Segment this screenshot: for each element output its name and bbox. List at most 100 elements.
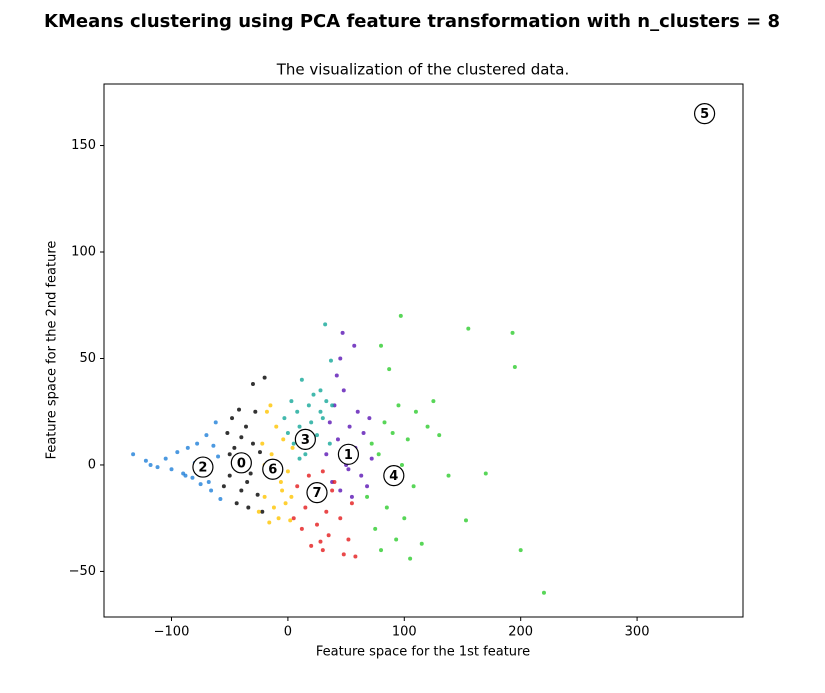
point (264, 409, 269, 414)
point (268, 403, 273, 408)
point (225, 431, 230, 436)
point (369, 441, 374, 446)
point (365, 484, 370, 489)
point (361, 431, 366, 436)
cluster-center (192, 456, 214, 478)
point (394, 537, 399, 542)
point (346, 467, 351, 472)
cluster-center (230, 452, 252, 474)
point (218, 497, 223, 502)
point (303, 452, 308, 457)
point (369, 456, 374, 461)
point (289, 399, 294, 404)
point (463, 518, 468, 523)
point (379, 548, 384, 553)
point (290, 445, 295, 450)
x-tick-label: 300 (625, 625, 650, 640)
cluster-label: 6 (268, 463, 277, 478)
y-tick-label: 0 (88, 457, 96, 472)
point (326, 533, 331, 538)
point (213, 420, 218, 425)
point (295, 409, 300, 414)
point (281, 437, 286, 442)
point (262, 375, 267, 380)
point (303, 505, 308, 510)
chart-title: KMeans clustering using PCA feature tran… (44, 11, 780, 32)
point (411, 484, 416, 489)
point (309, 420, 314, 425)
point (338, 516, 343, 521)
y-tick-label: −50 (69, 564, 96, 579)
point (204, 433, 209, 438)
point (248, 471, 253, 476)
point (367, 416, 372, 421)
point (289, 494, 294, 499)
point (256, 509, 261, 514)
point (320, 548, 325, 553)
y-tick-label: 50 (79, 351, 96, 366)
point (376, 452, 381, 457)
point (382, 420, 387, 425)
plot-frame (103, 83, 744, 618)
point (216, 454, 221, 459)
point (288, 518, 293, 523)
point (234, 501, 239, 506)
cluster-label: 0 (237, 456, 246, 471)
cluster-label: 1 (344, 448, 353, 463)
y-tick-label: 150 (71, 138, 96, 153)
point (267, 520, 272, 525)
point (353, 554, 358, 559)
point (466, 326, 471, 331)
x-tick-label: −100 (154, 625, 190, 640)
point (299, 526, 304, 531)
point (408, 556, 413, 561)
point (255, 492, 260, 497)
point (262, 494, 267, 499)
point (355, 409, 360, 414)
cluster-label: 3 (301, 433, 310, 448)
point (315, 433, 319, 438)
point (405, 437, 410, 442)
point (413, 409, 418, 414)
point (419, 541, 424, 546)
point (324, 452, 329, 457)
point (318, 388, 323, 393)
point (297, 456, 302, 461)
point (276, 516, 281, 521)
point (227, 452, 232, 457)
point (387, 367, 392, 372)
point (253, 409, 258, 414)
cluster-center (337, 443, 360, 465)
point (437, 433, 442, 438)
point (245, 479, 250, 484)
point (541, 590, 546, 595)
point (335, 437, 340, 442)
point (327, 441, 332, 446)
point (341, 552, 346, 557)
point (349, 494, 354, 499)
point (283, 501, 288, 506)
point (510, 330, 515, 335)
point (257, 450, 262, 455)
point (250, 382, 255, 387)
point (250, 441, 255, 446)
point (291, 441, 296, 446)
point (349, 501, 354, 506)
x-tick-label: 100 (392, 625, 417, 640)
point (512, 365, 517, 370)
point (297, 424, 302, 429)
y-tick-label: 100 (71, 245, 96, 260)
cluster-center (262, 458, 284, 480)
point (206, 479, 211, 484)
point (402, 516, 407, 521)
point (327, 420, 332, 425)
point (359, 473, 364, 478)
cluster-label: 2 (198, 461, 207, 476)
point (131, 452, 136, 457)
cluster-label: 7 (312, 486, 321, 501)
point (295, 484, 300, 489)
point (365, 494, 370, 499)
point (278, 479, 283, 484)
point (260, 441, 265, 446)
point (155, 465, 160, 470)
